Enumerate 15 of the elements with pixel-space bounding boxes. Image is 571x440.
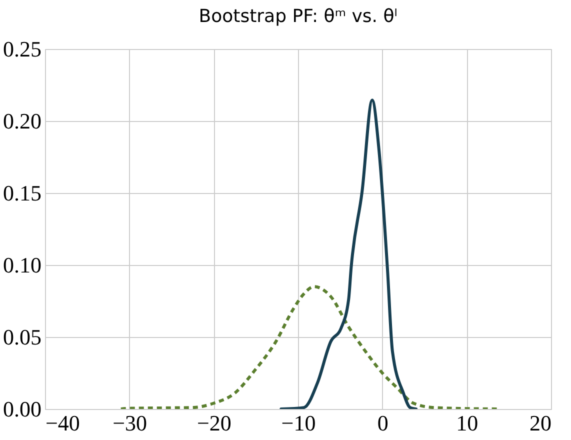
y-tick-label: 0.05 [3,324,42,350]
x-tick-label: −10 [281,410,316,436]
y-tick-label: 0.25 [3,36,42,62]
y-tick-label: 0.20 [3,108,42,134]
y-tick-label: 0.10 [3,252,42,278]
chart-title: Bootstrap PF: θᵐ vs. θˡ [198,6,398,27]
y-tick-label: 0.00 [3,396,42,422]
x-tick-label: 20 [530,410,552,436]
x-tick-label: −30 [112,410,148,436]
x-tick-label: −40 [46,410,80,436]
x-tick-label: −20 [196,410,232,436]
y-tick-label: 0.15 [3,180,42,206]
x-tick-label: 0 [377,410,388,436]
x-tick-label: 10 [456,410,478,436]
line-series [280,98,418,409]
